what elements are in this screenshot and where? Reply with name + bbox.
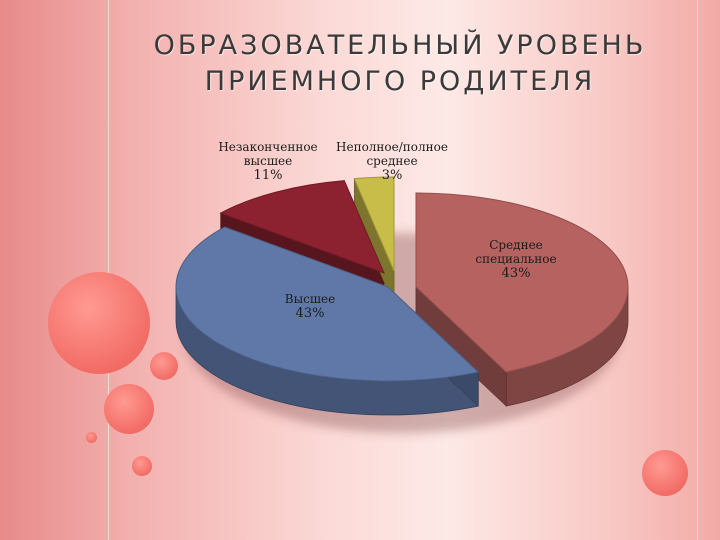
slice-category-label-3-0: Неполное/полное [336,140,448,154]
slice-category-label-3-1: среднее [366,154,417,168]
slice-percent-label-2: 11% [254,168,283,183]
decor-line-right [697,0,698,540]
decor-circle-right [642,450,688,496]
decor-circle-medium [150,352,178,380]
slice-category-label-1-0: Высшее [285,292,335,306]
decor-circle-small [132,456,152,476]
slice-category-label-2-1: высшее [244,154,292,168]
pie-chart: Среднееспециальное43%Высшее43%Незакончен… [175,140,629,433]
pie-slice-1 [175,226,480,382]
slice-category-label-0-1: специальное [475,252,556,266]
decor-line-left [108,0,109,540]
decor-circle-tiny [86,432,97,443]
slice-percent-label-3: 3% [382,168,403,183]
slice-percent-label-1: 43% [296,306,325,321]
decor-circle-large [48,272,150,374]
slice-category-label-2-0: Незаконченное [218,140,317,154]
slice-category-label-0-0: Среднее [489,238,543,252]
pie-slice-2 [219,180,385,274]
decor-circle-medium-2 [104,384,154,434]
page-title: ОБРАЗОВАТЕЛЬНЫЙ УРОВЕНЬ ПРИЕМНОГО РОДИТЕ… [153,30,647,97]
pie-slice-0 [415,192,629,373]
slice-percent-label-0: 43% [502,266,531,281]
pie-slice-3 [353,176,395,272]
